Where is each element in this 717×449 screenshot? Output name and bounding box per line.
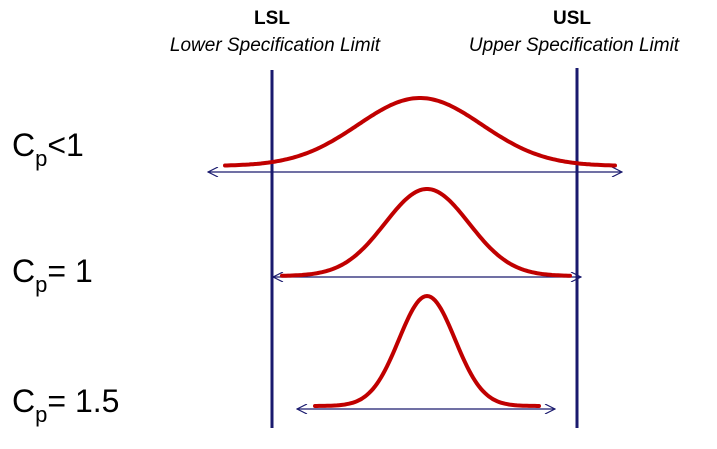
subscript: p <box>35 146 47 171</box>
row-label: Cp= 1.5 <box>12 383 119 427</box>
limit-abbr: LSL <box>254 8 290 29</box>
relation: = 1.5 <box>47 383 119 419</box>
relation: <1 <box>47 127 83 163</box>
symbol: C <box>12 127 35 163</box>
subscript: p <box>35 402 47 427</box>
limit-name: Lower Specification Limit <box>170 35 381 56</box>
distribution-curve <box>313 293 541 408</box>
limit-abbr: USL <box>553 8 591 29</box>
row-label: Cp<1 <box>12 127 84 171</box>
symbol: C <box>12 383 35 419</box>
symbol: C <box>12 253 35 289</box>
limit-name: Upper Specification Limit <box>469 35 680 56</box>
subscript: p <box>35 272 47 297</box>
relation: = 1 <box>47 253 92 289</box>
distribution-curve <box>223 96 617 168</box>
curves <box>223 96 617 408</box>
row-label: Cp= 1 <box>12 253 93 297</box>
distribution-curve <box>280 187 572 278</box>
